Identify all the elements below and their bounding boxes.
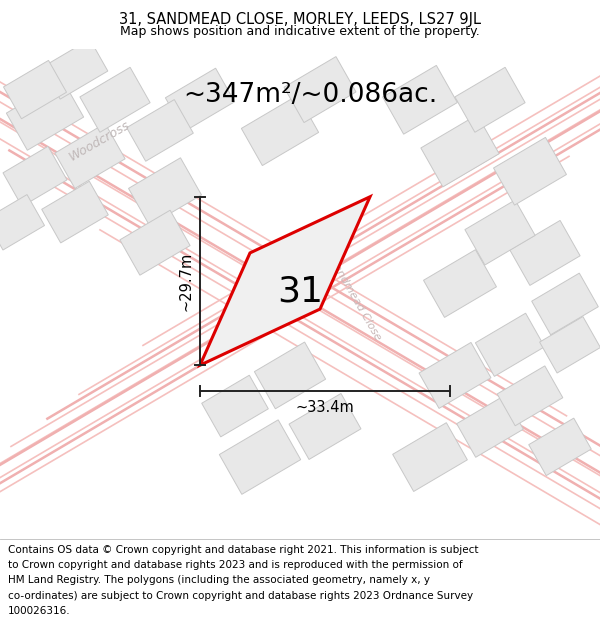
Polygon shape xyxy=(510,221,580,286)
Polygon shape xyxy=(7,80,83,150)
Text: 100026316.: 100026316. xyxy=(8,606,70,616)
Text: Contains OS data © Crown copyright and database right 2021. This information is : Contains OS data © Crown copyright and d… xyxy=(8,545,478,555)
Polygon shape xyxy=(455,68,525,132)
Text: ~347m²/~0.086ac.: ~347m²/~0.086ac. xyxy=(183,82,437,107)
Polygon shape xyxy=(424,249,496,318)
Polygon shape xyxy=(289,394,361,459)
Polygon shape xyxy=(41,181,109,243)
Polygon shape xyxy=(529,418,591,476)
Polygon shape xyxy=(421,115,499,187)
Polygon shape xyxy=(475,313,545,376)
Polygon shape xyxy=(383,66,457,134)
Text: Sandmead Close: Sandmead Close xyxy=(327,256,383,342)
Polygon shape xyxy=(166,68,235,131)
Polygon shape xyxy=(457,396,523,458)
Polygon shape xyxy=(128,158,202,226)
Polygon shape xyxy=(532,273,598,335)
Polygon shape xyxy=(80,68,150,132)
Polygon shape xyxy=(4,61,67,119)
Polygon shape xyxy=(127,99,193,161)
Text: to Crown copyright and database rights 2023 and is reproduced with the permissio: to Crown copyright and database rights 2… xyxy=(8,560,463,570)
Polygon shape xyxy=(241,95,319,166)
Polygon shape xyxy=(42,39,108,99)
Text: 31: 31 xyxy=(277,274,323,308)
Text: Woodcross: Woodcross xyxy=(67,118,133,163)
Polygon shape xyxy=(0,194,44,250)
Polygon shape xyxy=(419,342,491,408)
Polygon shape xyxy=(494,138,566,205)
Polygon shape xyxy=(284,57,356,122)
Text: 31, SANDMEAD CLOSE, MORLEY, LEEDS, LS27 9JL: 31, SANDMEAD CLOSE, MORLEY, LEEDS, LS27 … xyxy=(119,12,481,27)
Polygon shape xyxy=(200,197,370,365)
Polygon shape xyxy=(3,146,67,206)
Text: Map shows position and indicative extent of the property.: Map shows position and indicative extent… xyxy=(120,25,480,38)
Polygon shape xyxy=(55,124,125,188)
Polygon shape xyxy=(392,422,467,491)
Text: HM Land Registry. The polygons (including the associated geometry, namely x, y: HM Land Registry. The polygons (includin… xyxy=(8,576,430,586)
Polygon shape xyxy=(202,375,268,437)
Polygon shape xyxy=(220,420,301,494)
Text: ~33.4m: ~33.4m xyxy=(296,399,355,414)
Polygon shape xyxy=(465,200,535,265)
Polygon shape xyxy=(497,366,563,426)
Polygon shape xyxy=(539,316,600,373)
Polygon shape xyxy=(254,342,326,409)
Text: ~29.7m: ~29.7m xyxy=(179,251,193,311)
Text: co-ordinates) are subject to Crown copyright and database rights 2023 Ordnance S: co-ordinates) are subject to Crown copyr… xyxy=(8,591,473,601)
Polygon shape xyxy=(120,210,190,275)
